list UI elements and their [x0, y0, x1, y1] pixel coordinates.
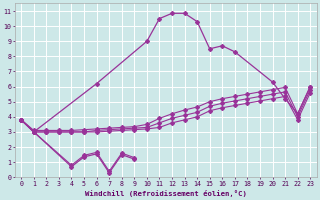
X-axis label: Windchill (Refroidissement éolien,°C): Windchill (Refroidissement éolien,°C) — [85, 190, 247, 197]
